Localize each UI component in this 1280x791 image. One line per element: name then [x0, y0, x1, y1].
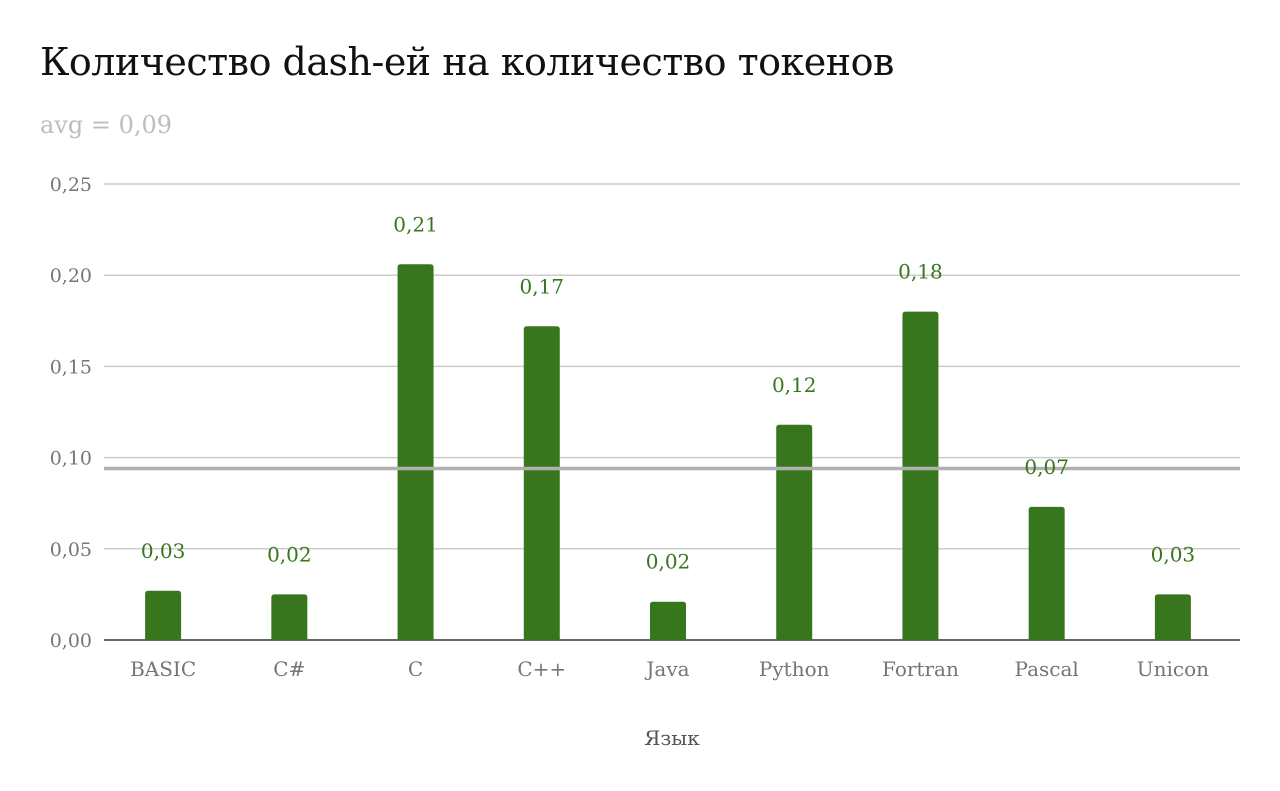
x-axis-categories: BASIC C# C C++ Java Python Fortran Pascal Unicon	[130, 657, 1209, 681]
bar	[271, 594, 308, 640]
bar	[1154, 594, 1191, 640]
x-tick-label: Fortran	[882, 657, 959, 681]
chart-title: Количество dash-ей на количество токенов	[40, 40, 894, 84]
data-labels: 0,03 0,02 0,21 0,17 0,02 0,12 0,18 0,07 0,03	[141, 212, 1195, 573]
chart-subtitle: avg = 0,09	[40, 111, 173, 139]
x-tick-label: BASIC	[130, 657, 196, 681]
bar	[776, 424, 813, 640]
y-tick-label: 0,05	[50, 539, 92, 561]
y-tick-label: 0,15	[50, 356, 92, 378]
data-label: 0,02	[267, 542, 312, 566]
y-tick-label: 0,00	[50, 630, 92, 652]
bar	[397, 264, 434, 640]
x-tick-label: Python	[759, 657, 830, 681]
y-axis-ticks: 0,00 0,05 0,10 0,15 0,20 0,25	[50, 174, 92, 652]
x-tick-label: C++	[517, 657, 566, 681]
x-tick-label: C#	[273, 657, 305, 681]
data-label: 0,02	[646, 550, 691, 574]
x-axis-title: Язык	[644, 726, 700, 750]
data-label: 0,21	[393, 212, 438, 236]
bar	[145, 590, 182, 640]
data-label: 0,18	[898, 260, 943, 284]
data-label: 0,12	[772, 373, 817, 397]
x-tick-label: Pascal	[1015, 657, 1079, 681]
data-label: 0,03	[141, 539, 186, 563]
x-tick-label: Unicon	[1137, 657, 1209, 681]
x-tick-label: Java	[644, 657, 689, 681]
data-label: 0,03	[1151, 542, 1196, 566]
bar	[650, 601, 686, 640]
data-label: 0,07	[1024, 455, 1069, 479]
bar	[1028, 506, 1065, 640]
x-tick-label: C	[408, 657, 423, 681]
y-tick-label: 0,25	[50, 174, 92, 196]
bar	[902, 311, 939, 640]
y-tick-label: 0,20	[50, 265, 92, 287]
bar	[523, 326, 560, 640]
y-tick-label: 0,10	[50, 448, 92, 470]
data-label: 0,17	[520, 274, 565, 298]
bars	[145, 264, 1191, 640]
